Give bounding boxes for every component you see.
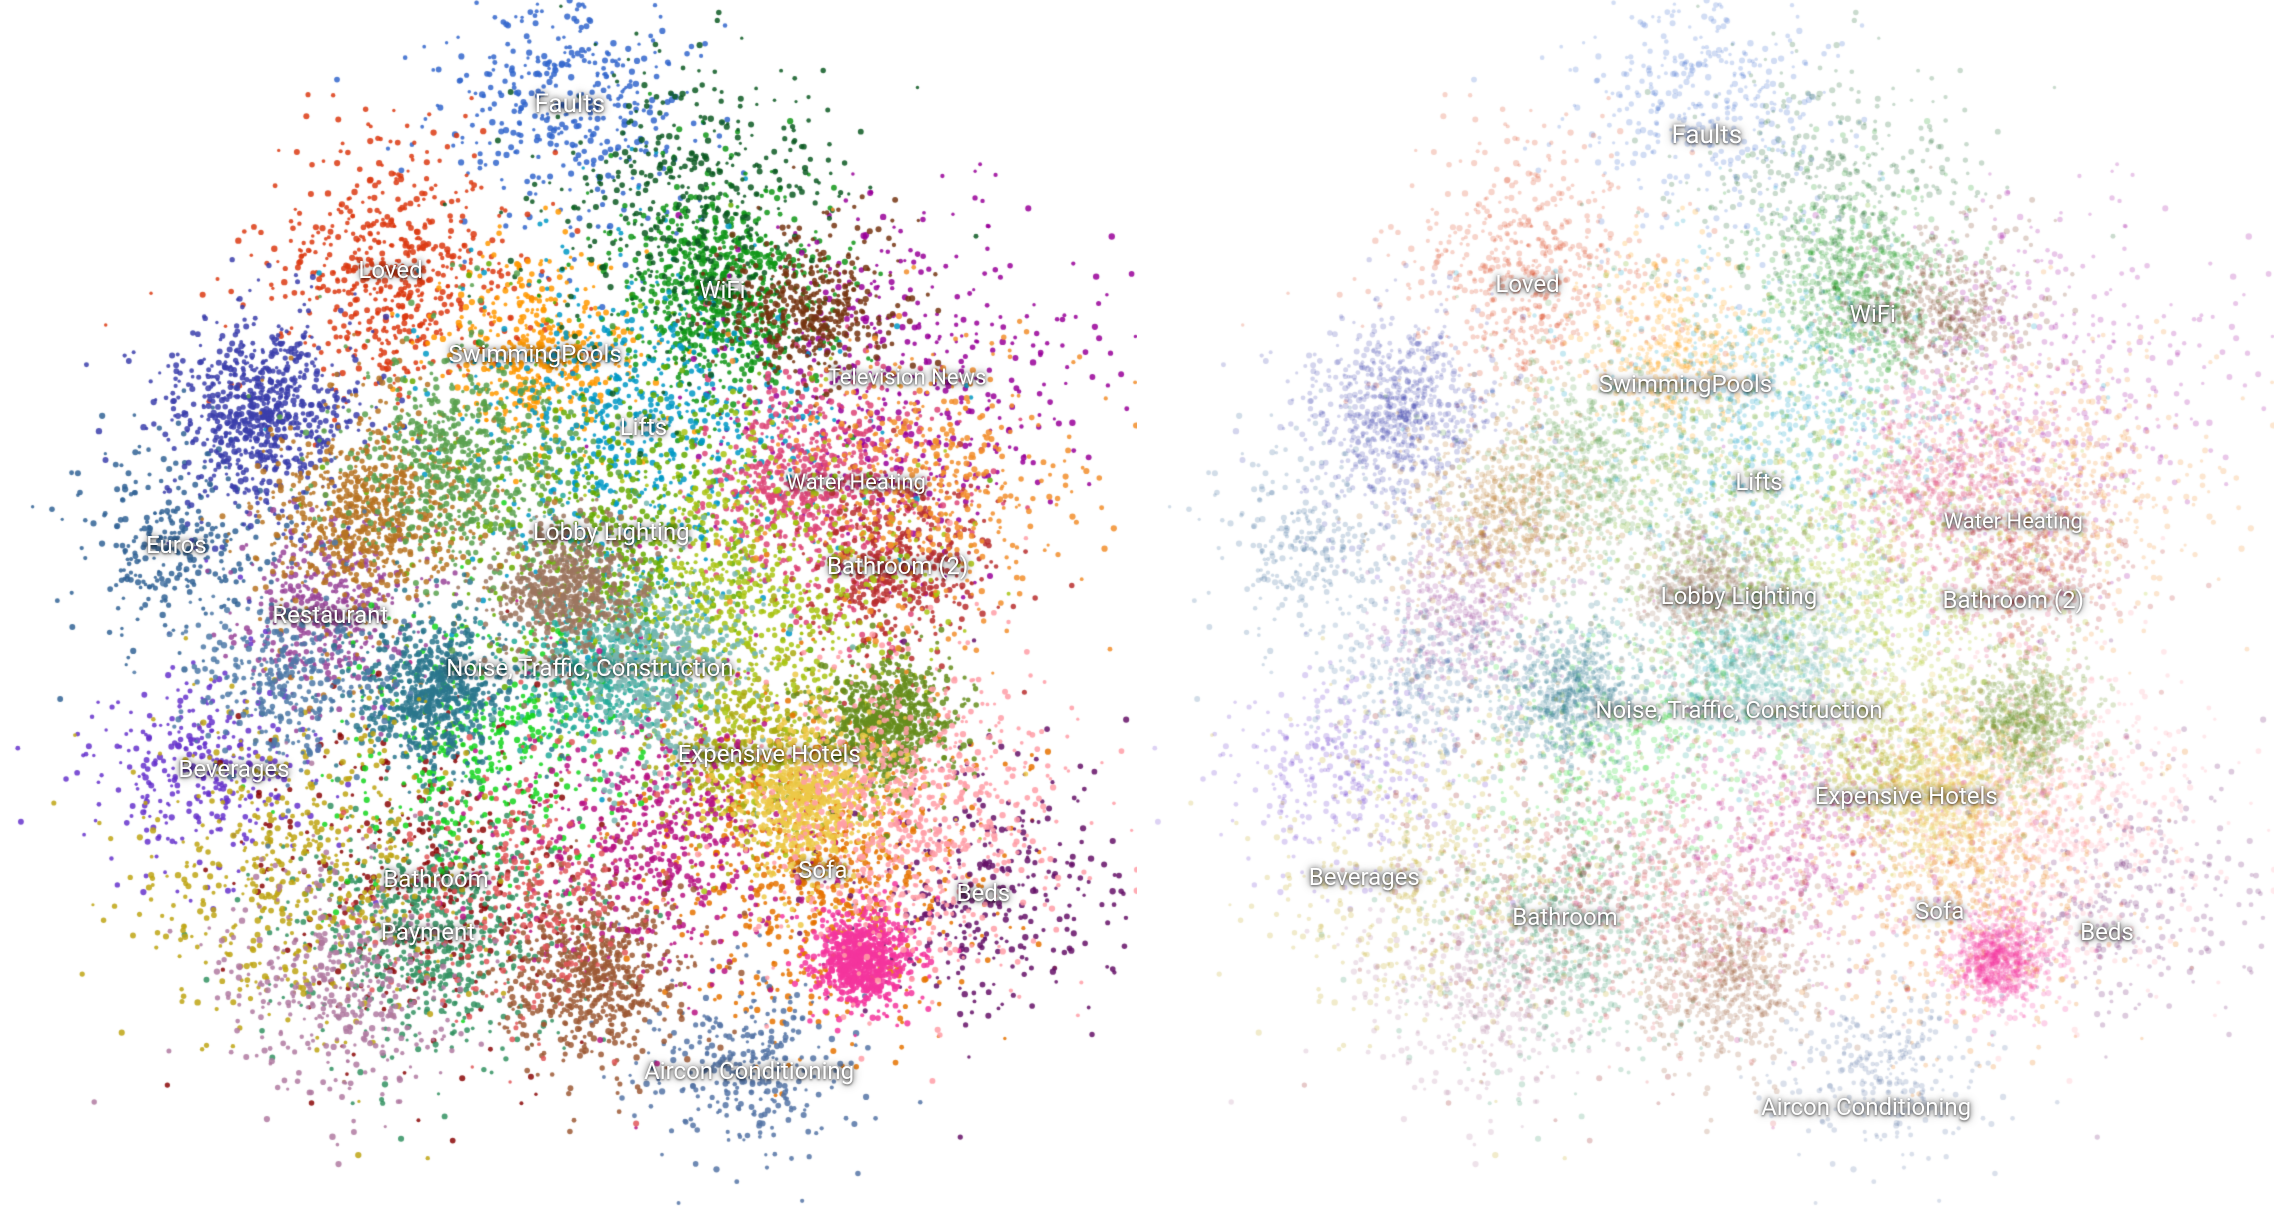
scatter-canvas-left [0,0,1137,1206]
scatter-canvas-right [1137,0,2274,1206]
scatter-panels: FaultsLovedSwimmingPoolsWiFiTelevision N… [0,0,2274,1206]
scatter-panel-right: FaultsLovedSwimmingPoolsWiFiLiftsWater H… [1137,0,2274,1206]
scatter-panel-left: FaultsLovedSwimmingPoolsWiFiTelevision N… [0,0,1137,1206]
